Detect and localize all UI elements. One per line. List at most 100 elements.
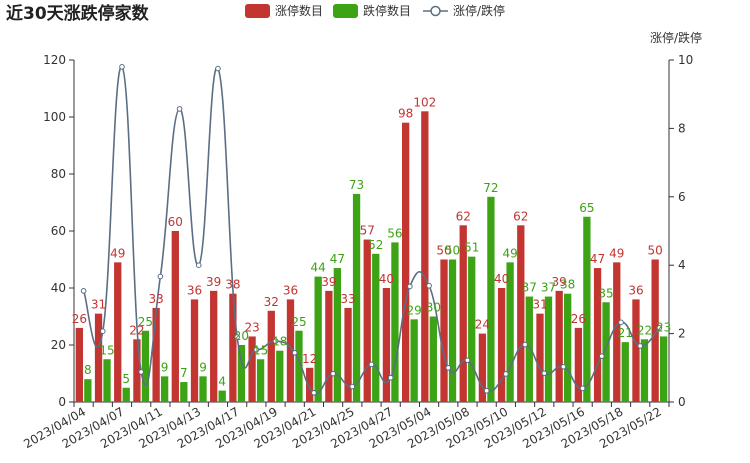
ratio-point (483, 387, 490, 394)
bar (276, 350, 284, 402)
bar-value-label: 25 (138, 315, 153, 329)
ratio-point (176, 106, 183, 112)
bar (256, 359, 265, 402)
legend-swatch (333, 4, 358, 18)
bar-value-label: 18 (272, 335, 287, 349)
right-axis-name: 涨停/跌停 (650, 30, 702, 45)
bar (468, 256, 476, 402)
bar (152, 307, 160, 402)
ratio-point (464, 357, 471, 364)
bar (84, 379, 92, 402)
bar-value-label: 32 (264, 295, 279, 309)
bar (517, 225, 525, 402)
ratio-point (99, 328, 106, 335)
bar-value-label: 23 (656, 320, 671, 334)
bar-value-label: 31 (91, 298, 106, 312)
bar (429, 316, 437, 402)
ratio-point (253, 346, 260, 353)
legend-label: 跌停数目 (363, 3, 411, 18)
bar (103, 359, 111, 402)
bar (306, 367, 314, 402)
bar-value-label: 60 (168, 215, 183, 229)
ratio-point (368, 361, 375, 368)
bar (497, 288, 506, 402)
bar-value-label: 31 (532, 298, 547, 312)
bar-value-label: 39 (552, 275, 567, 289)
bar (391, 242, 399, 402)
bar (114, 262, 122, 402)
ratio-point (119, 64, 125, 70)
left-axis-tick-label: 0 (58, 395, 66, 409)
ratio-point (503, 371, 509, 377)
ratio-point (272, 338, 279, 344)
ratio-point (80, 288, 87, 294)
bar-value-label: 12 (302, 352, 317, 366)
ratio-point (599, 353, 605, 359)
bar-value-label: 49 (502, 246, 517, 260)
bar-value-label: 33 (340, 292, 355, 306)
ratio-point (138, 369, 144, 375)
ratio-point (541, 370, 548, 377)
bar (564, 293, 572, 402)
bar-value-label: 50 (648, 244, 663, 258)
right-axis-tick-label: 4 (678, 258, 686, 272)
ratio-point (522, 341, 528, 348)
bar-series (75, 111, 668, 403)
bar (410, 319, 418, 402)
bar (171, 231, 179, 402)
bar-value-label: 52 (368, 238, 383, 252)
bar-value-label: 38 (225, 278, 240, 292)
bar-value-label: 50 (436, 244, 451, 258)
bar-value-label: 47 (590, 252, 605, 266)
left-axis-tick-label: 100 (43, 110, 66, 124)
bar (459, 225, 467, 402)
left-axis-tick-label: 60 (51, 224, 66, 238)
bar-value-label: 5 (122, 372, 130, 386)
ratio-point (637, 343, 644, 349)
bar-value-label: 38 (560, 278, 575, 292)
bar (180, 382, 188, 402)
bar (133, 339, 141, 402)
bar-value-label: 102 (413, 95, 436, 109)
bar (574, 327, 583, 402)
bar-value-label: 73 (349, 178, 364, 192)
right-axis-tick-label: 8 (678, 121, 686, 135)
right-axis-tick-label: 0 (678, 395, 686, 409)
left-y-axis: 0 20 40 60 80 100 120 (43, 53, 75, 409)
bar (372, 253, 380, 402)
bar (344, 307, 352, 402)
bar (352, 193, 361, 402)
bar-value-label: 37 (522, 281, 537, 295)
ratio-point (195, 262, 202, 269)
bar-value-label: 36 (187, 283, 202, 297)
ratio-point (157, 273, 164, 280)
right-axis-tick-label: 2 (678, 327, 686, 341)
bar-value-label: 56 (387, 226, 402, 240)
bar-value-label: 30 (426, 301, 441, 315)
bar (487, 196, 495, 402)
bar-value-label: 37 (541, 281, 556, 295)
bar (382, 288, 391, 402)
bar-value-label: 29 (406, 303, 421, 317)
bar (525, 296, 533, 402)
bar-value-label: 39 (206, 275, 221, 289)
ratio-point (618, 319, 624, 326)
ratio-point (291, 349, 298, 356)
bar (421, 111, 429, 403)
bar (160, 376, 169, 402)
bar-value-label: 39 (321, 275, 336, 289)
bar (401, 122, 410, 402)
bar (267, 310, 275, 402)
bar-value-label: 62 (456, 209, 471, 223)
bar-value-label: 24 (475, 318, 490, 332)
bar-value-label: 47 (330, 252, 345, 266)
bar-value-label: 49 (110, 246, 125, 260)
bar-value-label: 26 (72, 312, 87, 326)
bar-value-label: 21 (618, 326, 633, 340)
bar-value-label: 98 (398, 107, 413, 121)
ratio-point (330, 370, 336, 377)
ratio-point (579, 385, 586, 392)
bar (325, 290, 333, 402)
bar (536, 313, 544, 402)
